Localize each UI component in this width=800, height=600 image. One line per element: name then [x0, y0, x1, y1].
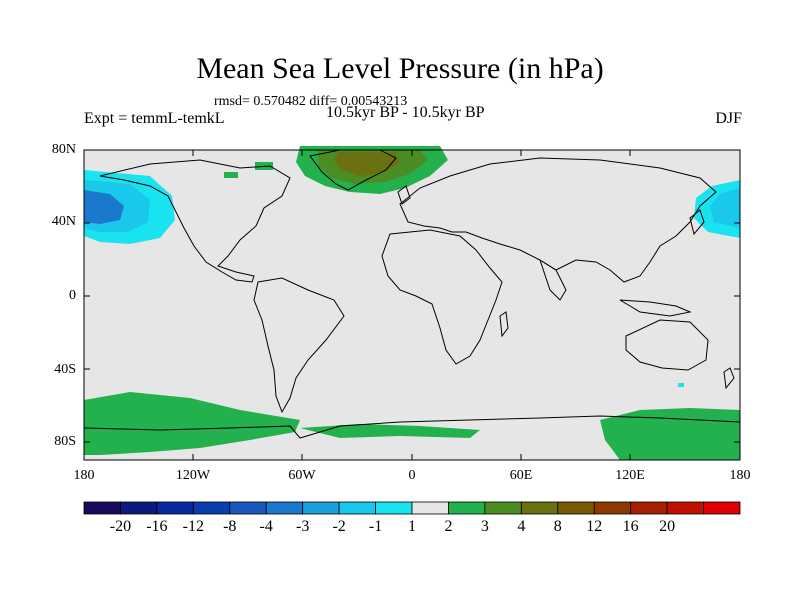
- colorbar-label: 20: [659, 518, 676, 535]
- anomaly-indonesia-dot: [678, 383, 684, 387]
- anomaly-north-pacific-west-strong: [84, 190, 124, 224]
- x-tick-label: 60W: [288, 468, 316, 483]
- anomaly-southern-ocean-west: [84, 392, 300, 455]
- colorbar-swatch: [302, 501, 340, 515]
- y-tick-label: 0: [69, 288, 76, 303]
- chart-title: Mean Sea Level Pressure (in hPa): [196, 52, 604, 85]
- period-label: 10.5kyr BP - 10.5kyr BP: [326, 104, 485, 121]
- coastline-new-zealand: [723, 367, 735, 390]
- colorbar-swatch: [120, 501, 158, 515]
- colorbar-swatch: [265, 501, 304, 515]
- colorbar-label: 3: [480, 518, 489, 535]
- colorbar-swatch: [83, 501, 121, 515]
- coastline-north-america: [99, 159, 291, 283]
- colorbar-label: -1: [368, 518, 383, 535]
- colorbar-swatch: [557, 501, 595, 515]
- colorbar-label: -16: [146, 518, 168, 535]
- colorbar-label: -2: [332, 518, 346, 535]
- colorbar-swatch: [484, 501, 522, 515]
- anomaly-southern-ocean-center: [300, 424, 480, 438]
- y-tick-label: 40S: [54, 362, 76, 377]
- coastline-british-isles: [397, 185, 411, 205]
- colorbar-label: 8: [553, 518, 562, 535]
- coastline-australia: [625, 319, 709, 371]
- coastline-india: [539, 258, 567, 301]
- colorbar-swatch: [703, 501, 741, 515]
- colorbar-label: -3: [295, 518, 310, 535]
- coastline-madagascar: [499, 311, 509, 338]
- colorbar-label: -20: [109, 518, 132, 535]
- colorbar-label: -8: [223, 518, 237, 535]
- colorbar-swatch: [411, 501, 449, 515]
- anomaly-north-atlantic-strong: [334, 152, 400, 176]
- coastline-japan: [689, 209, 705, 236]
- anomaly-north-pacific-east-mid: [710, 188, 740, 228]
- stats-text: rmsd= 0.570482 diff= 0.00543213: [214, 94, 408, 109]
- colorbar-swatch: [593, 501, 632, 515]
- anomaly-canada-patch: [224, 172, 238, 178]
- colorbar-label: 1: [408, 518, 416, 535]
- colorbar-swatch: [375, 501, 413, 515]
- colorbar-label: -4: [259, 518, 273, 535]
- colorbar-swatch: [192, 501, 231, 515]
- x-tick-label: 180: [73, 468, 95, 483]
- experiment-label: Expt = temmL-temkL: [84, 110, 225, 127]
- colorbar-swatch: [156, 501, 194, 515]
- y-tick-label: 80S: [54, 434, 76, 449]
- x-tick-label: 0: [408, 468, 416, 483]
- colorbar-label: -12: [182, 518, 204, 535]
- colorbar-swatch: [630, 501, 668, 515]
- colorbar-label: 2: [444, 518, 453, 535]
- coastline-south-america: [253, 277, 345, 414]
- anomaly-southern-ocean-east: [600, 408, 740, 460]
- colorbar-swatch: [338, 501, 376, 515]
- colorbar-label: 12: [586, 518, 603, 535]
- colorbar-swatch: [229, 501, 267, 515]
- colorbar-label: 16: [622, 518, 639, 535]
- season-label: DJF: [715, 110, 742, 127]
- coastline-eurasia: [399, 157, 717, 283]
- colorbar-swatch: [448, 501, 486, 515]
- colorbar: [83, 501, 741, 515]
- coastline-antarctica: [83, 415, 741, 439]
- x-tick-label: 180: [729, 468, 751, 483]
- y-tick-label: 80N: [51, 142, 76, 157]
- x-tick-label: 60E: [509, 468, 533, 483]
- coastline-indonesia: [619, 299, 692, 317]
- y-tick-label: 40N: [51, 214, 76, 229]
- axis-ticks: [83, 149, 741, 460]
- x-tick-label: 120E: [615, 468, 645, 483]
- colorbar-label: 4: [517, 518, 526, 535]
- colorbar-swatch: [666, 501, 704, 515]
- colorbar-swatch: [520, 501, 559, 515]
- coastline-africa: [381, 229, 503, 365]
- x-tick-label: 120W: [175, 468, 211, 483]
